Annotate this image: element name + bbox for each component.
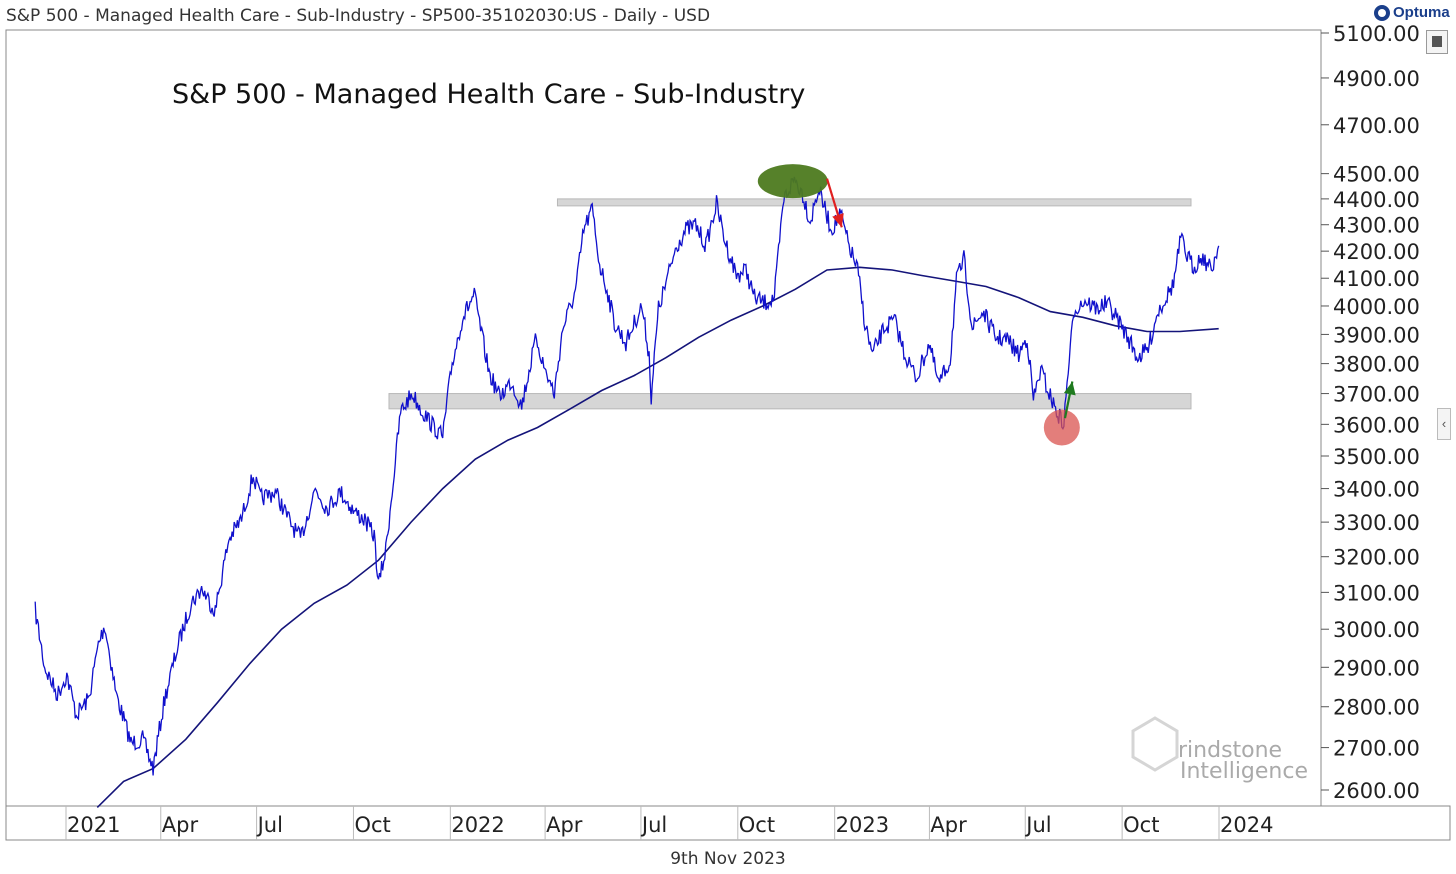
x-tick-label: Jul [640,813,667,837]
y-tick-label: 2800.00 [1333,696,1420,720]
y-tick-label: 4900.00 [1333,67,1420,91]
y-tick-label: 4200.00 [1333,240,1420,264]
y-tick-label: 2900.00 [1333,656,1420,680]
watermark-line2: Intelligence [1180,759,1308,784]
x-tick-label: Jul [1024,813,1051,837]
arrow-up-head [1063,381,1076,396]
zone-1 [556,198,1192,207]
x-tick-label: Apr [546,813,583,837]
x-tick-label: Oct [1123,813,1159,837]
x-tick-label: Apr [930,813,967,837]
watermark-line1: rindstone [1178,738,1282,763]
brand-logo: Optuma [1374,4,1450,21]
y-tick-label: 3700.00 [1333,383,1420,407]
chart-header: S&P 500 - Managed Health Care - Sub-Indu… [6,6,711,26]
y-tick-label: 4700.00 [1333,114,1420,138]
arrow-down-head [832,213,844,228]
chevron-left-icon[interactable]: ‹ [1437,408,1451,440]
bottom-highlight-circle [1043,409,1080,446]
y-tick-label: 3000.00 [1333,618,1420,642]
zone-2 [388,393,1192,410]
y-tick-label: 3500.00 [1333,445,1420,469]
top-highlight-ellipse [757,164,828,199]
x-axis-panel [5,805,1451,841]
bar-chart-icon[interactable] [1426,30,1448,54]
x-tick-label: 2023 [836,813,889,837]
y-tick-label: 4400.00 [1333,188,1420,212]
y-tick-label: 2700.00 [1333,737,1420,761]
x-tick-label: 2022 [451,813,504,837]
y-tick-label: 4300.00 [1333,214,1420,238]
y-tick-label: 4100.00 [1333,267,1420,291]
x-tick-label: Oct [739,813,775,837]
y-tick-label: 3400.00 [1333,478,1420,502]
x-tick-label: 2024 [1220,813,1273,837]
y-tick-label: 4500.00 [1333,163,1420,187]
chart-title: S&P 500 - Managed Health Care - Sub-Indu… [172,79,805,110]
y-tick-label: 3200.00 [1333,546,1420,570]
y-tick-label: 5100.00 [1333,22,1420,46]
y-tick-label: 3100.00 [1333,581,1420,605]
x-tick-label: Jul [256,813,283,837]
y-tick-label: 3900.00 [1333,323,1420,347]
watermark-hex-icon [1131,716,1179,772]
y-tick-label: 3300.00 [1333,511,1420,535]
chart-date: 9th Nov 2023 [670,849,786,869]
y-tick-label: 2600.00 [1333,779,1420,803]
y-tick-label: 3600.00 [1333,413,1420,437]
plot-frame [5,29,1322,807]
x-tick-label: 2021 [67,813,120,837]
brand-name: Optuma [1393,4,1450,21]
y-tick-label: 4000.00 [1333,295,1420,319]
y-tick-label: 3800.00 [1333,353,1420,377]
moving-average-line [96,266,1219,808]
watermark-logo [1131,716,1179,772]
x-tick-label: Apr [162,813,199,837]
optuma-logo-icon [1374,4,1390,21]
x-tick-label: Oct [354,813,390,837]
price-line [34,176,1220,776]
